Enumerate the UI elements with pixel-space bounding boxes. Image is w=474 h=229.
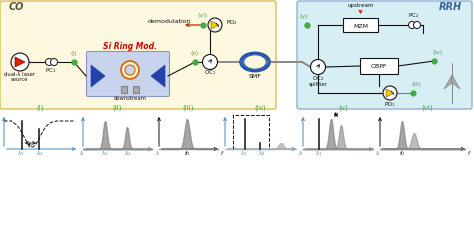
Text: (v): (v) bbox=[300, 14, 308, 19]
Text: (ii): (ii) bbox=[191, 51, 199, 56]
Text: (vi): (vi) bbox=[198, 13, 208, 18]
Text: (ii): (ii) bbox=[113, 105, 122, 111]
Text: (iii): (iii) bbox=[412, 82, 422, 87]
Text: $f$: $f$ bbox=[467, 148, 472, 156]
Text: PC$_2$: PC$_2$ bbox=[409, 11, 419, 20]
Bar bbox=[343, 19, 378, 33]
Text: (vi): (vi) bbox=[422, 105, 433, 111]
Text: demodulation: demodulation bbox=[148, 19, 191, 24]
Circle shape bbox=[409, 22, 416, 29]
Text: PD$_1$: PD$_1$ bbox=[384, 100, 396, 108]
Text: OBPF: OBPF bbox=[371, 64, 387, 69]
Polygon shape bbox=[452, 76, 460, 90]
Text: $\lambda_1$: $\lambda_1$ bbox=[101, 148, 109, 157]
Text: $\lambda_2$: $\lambda_2$ bbox=[258, 148, 266, 157]
Polygon shape bbox=[444, 76, 452, 90]
Text: (i): (i) bbox=[36, 105, 44, 111]
Text: Si Ring Mod.: Si Ring Mod. bbox=[103, 42, 157, 51]
Text: $\lambda_1$: $\lambda_1$ bbox=[240, 148, 248, 157]
Polygon shape bbox=[91, 66, 105, 88]
Polygon shape bbox=[15, 58, 25, 68]
Text: (i): (i) bbox=[71, 51, 77, 56]
Circle shape bbox=[383, 87, 397, 101]
Text: $\lambda_1$: $\lambda_1$ bbox=[315, 148, 323, 157]
Circle shape bbox=[310, 60, 326, 75]
Text: (iv): (iv) bbox=[255, 105, 266, 111]
Text: $f$: $f$ bbox=[220, 148, 225, 156]
Polygon shape bbox=[211, 22, 219, 30]
Circle shape bbox=[11, 54, 29, 72]
Text: downstream: downstream bbox=[114, 95, 146, 101]
Text: source: source bbox=[11, 77, 29, 82]
Polygon shape bbox=[386, 90, 394, 98]
Text: dual-λ laser: dual-λ laser bbox=[4, 72, 36, 77]
Text: $\lambda$: $\lambda$ bbox=[375, 148, 380, 156]
Text: $\lambda$: $\lambda$ bbox=[155, 148, 160, 156]
Text: $\lambda_2$: $\lambda_2$ bbox=[36, 148, 44, 157]
Text: OC$_1$: OC$_1$ bbox=[204, 68, 216, 76]
Text: $\lambda_1$: $\lambda_1$ bbox=[17, 148, 25, 157]
Circle shape bbox=[121, 62, 139, 80]
Text: (iii): (iii) bbox=[183, 105, 194, 111]
Bar bbox=[360, 59, 398, 75]
Text: PD$_2$: PD$_2$ bbox=[226, 18, 237, 27]
Polygon shape bbox=[151, 66, 165, 88]
Text: MZM: MZM bbox=[353, 23, 368, 28]
Bar bbox=[121, 87, 127, 94]
Circle shape bbox=[413, 22, 420, 29]
Text: SMF: SMF bbox=[248, 74, 262, 79]
Text: RRH: RRH bbox=[439, 2, 462, 12]
FancyBboxPatch shape bbox=[0, 2, 276, 109]
Text: $f_U$: $f_U$ bbox=[399, 148, 405, 157]
Text: CO: CO bbox=[9, 2, 24, 12]
Text: $f_D$: $f_D$ bbox=[183, 148, 191, 157]
Text: (v): (v) bbox=[338, 105, 348, 111]
Circle shape bbox=[125, 66, 135, 76]
Text: $\lambda$: $\lambda$ bbox=[298, 148, 303, 156]
Text: $\lambda$: $\lambda$ bbox=[79, 148, 84, 156]
Circle shape bbox=[208, 19, 222, 33]
Text: $f_D$: $f_D$ bbox=[27, 140, 34, 149]
Bar bbox=[133, 87, 139, 94]
Circle shape bbox=[202, 55, 218, 70]
Text: $f_U$: $f_U$ bbox=[333, 109, 339, 118]
Text: upstream: upstream bbox=[347, 3, 374, 8]
Text: PC$_1$: PC$_1$ bbox=[46, 66, 57, 75]
Text: (iv): (iv) bbox=[433, 50, 443, 55]
Text: OC$_2$: OC$_2$ bbox=[312, 74, 324, 82]
Circle shape bbox=[46, 59, 53, 66]
FancyBboxPatch shape bbox=[297, 2, 472, 109]
Text: splitter: splitter bbox=[309, 82, 328, 87]
Circle shape bbox=[51, 59, 57, 66]
FancyBboxPatch shape bbox=[86, 52, 170, 97]
Text: $\lambda_2$: $\lambda_2$ bbox=[124, 148, 132, 157]
